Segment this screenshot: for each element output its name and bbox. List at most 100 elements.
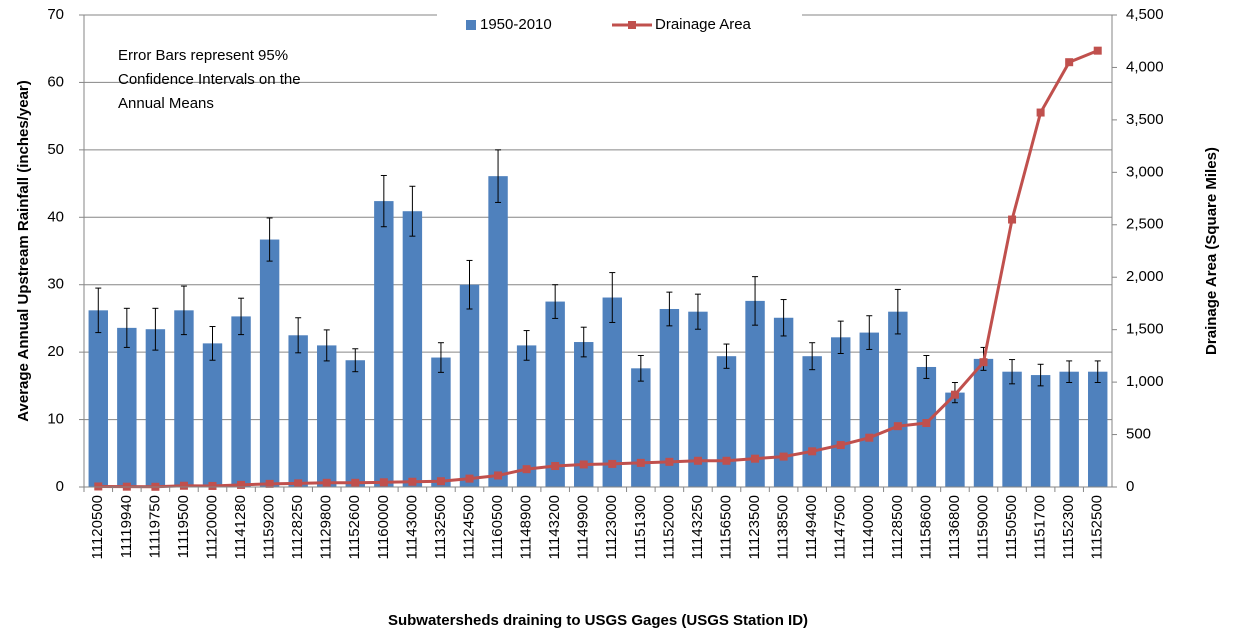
- x-tick-label: 11138500: [775, 495, 792, 560]
- bar: [1059, 371, 1079, 487]
- legend-label: 1950-2010: [480, 16, 552, 33]
- legend-label: Drainage Area: [655, 16, 752, 33]
- y-tick-label: 40: [47, 208, 64, 225]
- line: [98, 49, 1099, 489]
- legend-box: [437, 3, 802, 37]
- x-tick-label: 11156500: [717, 495, 734, 560]
- error-bar: [209, 326, 216, 361]
- error-bar: [152, 307, 159, 351]
- x-tick-label: 11119750: [146, 495, 163, 558]
- x-tick-label: 11149400: [803, 495, 820, 560]
- error-bar: [123, 307, 130, 348]
- marker: [179, 481, 188, 490]
- bar: [1088, 371, 1108, 487]
- marker: [94, 482, 103, 491]
- x-tick-label: 11143000: [403, 495, 420, 560]
- bar: [431, 357, 451, 487]
- x-tick-label: 11120500: [89, 495, 106, 560]
- x-tick-label: 11151700: [1032, 495, 1049, 560]
- y-tick-label: 60: [47, 73, 64, 90]
- error-bar: [380, 174, 387, 228]
- marker: [808, 447, 817, 456]
- x-tick-label: 11160500: [489, 495, 506, 560]
- error-bar: [238, 297, 245, 336]
- bar: [659, 308, 680, 487]
- marker: [408, 477, 417, 486]
- error-bar: [552, 284, 559, 319]
- x-tick-label: 11159000: [974, 495, 991, 560]
- error-bar: [923, 355, 930, 379]
- error-bar: [1094, 360, 1101, 383]
- marker: [379, 478, 388, 487]
- x-tick-label: 11123500: [746, 495, 763, 560]
- y2-tick-label: 1,000: [1126, 373, 1164, 390]
- y-tick-label: 70: [47, 6, 64, 23]
- marker: [436, 477, 445, 486]
- error-bar: [609, 272, 616, 323]
- annotation: Error Bars represent 95%: [118, 47, 288, 64]
- x-tick-label: 11160000: [375, 495, 392, 560]
- x-tick-label: 11124500: [460, 495, 477, 560]
- y2-axis-title: Drainage Area (Square Miles): [1203, 147, 1220, 355]
- legend-swatch: [466, 20, 476, 30]
- x-tick-label: 11136800: [946, 495, 963, 560]
- marker: [693, 456, 702, 465]
- x-tick-label: 11123000: [603, 495, 620, 560]
- bar: [345, 360, 365, 487]
- bar: [574, 342, 594, 487]
- error-bar: [894, 288, 901, 335]
- error-bar: [180, 285, 187, 336]
- bar: [773, 317, 794, 487]
- y-tick-label: 0: [56, 478, 64, 495]
- bar: [631, 368, 651, 487]
- x-tick-label: 11129800: [318, 495, 335, 560]
- marker: [865, 433, 874, 442]
- marker: [979, 358, 988, 367]
- x-tick-label: 11147500: [832, 495, 849, 560]
- bar: [831, 337, 851, 487]
- x-tick-label: 11128250: [289, 495, 306, 560]
- x-tick-label: 11141280: [232, 495, 249, 560]
- y2-tick-label: 2,000: [1126, 268, 1164, 285]
- y-tick-label: 30: [47, 276, 64, 293]
- marker: [322, 478, 331, 487]
- bar: [145, 329, 166, 487]
- bar: [317, 345, 337, 487]
- y2-tick-label: 3,500: [1126, 111, 1164, 128]
- marker: [579, 460, 588, 469]
- x-tick-label: 11140000: [860, 495, 877, 560]
- bar: [602, 297, 622, 487]
- x-tick-label: 11132500: [432, 495, 449, 560]
- error-bar: [1009, 359, 1016, 385]
- marker: [237, 480, 246, 489]
- error-bar: [266, 217, 273, 262]
- bar: [973, 358, 994, 487]
- marker: [494, 471, 503, 480]
- marker: [551, 462, 560, 471]
- bar: [374, 201, 394, 488]
- x-tick-label: 11150500: [1003, 495, 1020, 560]
- error-bar: [752, 276, 759, 326]
- y2-tick-label: 2,500: [1126, 216, 1164, 233]
- marker: [1093, 46, 1102, 55]
- x-tick-label: 11152600: [346, 495, 363, 560]
- legend-marker: [628, 21, 636, 29]
- bar: [117, 327, 137, 487]
- y2-tick-label: 4,000: [1126, 58, 1164, 75]
- error-bar: [409, 185, 416, 237]
- marker: [893, 422, 902, 431]
- x-tick-label: 11159200: [261, 495, 278, 560]
- bar: [688, 311, 708, 487]
- error-bar: [637, 355, 644, 382]
- bar: [1002, 371, 1022, 487]
- marker: [722, 456, 731, 465]
- x-tick-label: 11143200: [546, 495, 563, 560]
- annotation: Annual Means: [118, 95, 214, 112]
- x-tick-label: 11151300: [632, 495, 649, 560]
- x-tick-label: 11158600: [917, 495, 934, 560]
- bar: [802, 356, 822, 487]
- error-bar: [495, 149, 502, 203]
- marker: [1036, 108, 1045, 117]
- marker: [608, 459, 617, 468]
- bar: [545, 301, 565, 487]
